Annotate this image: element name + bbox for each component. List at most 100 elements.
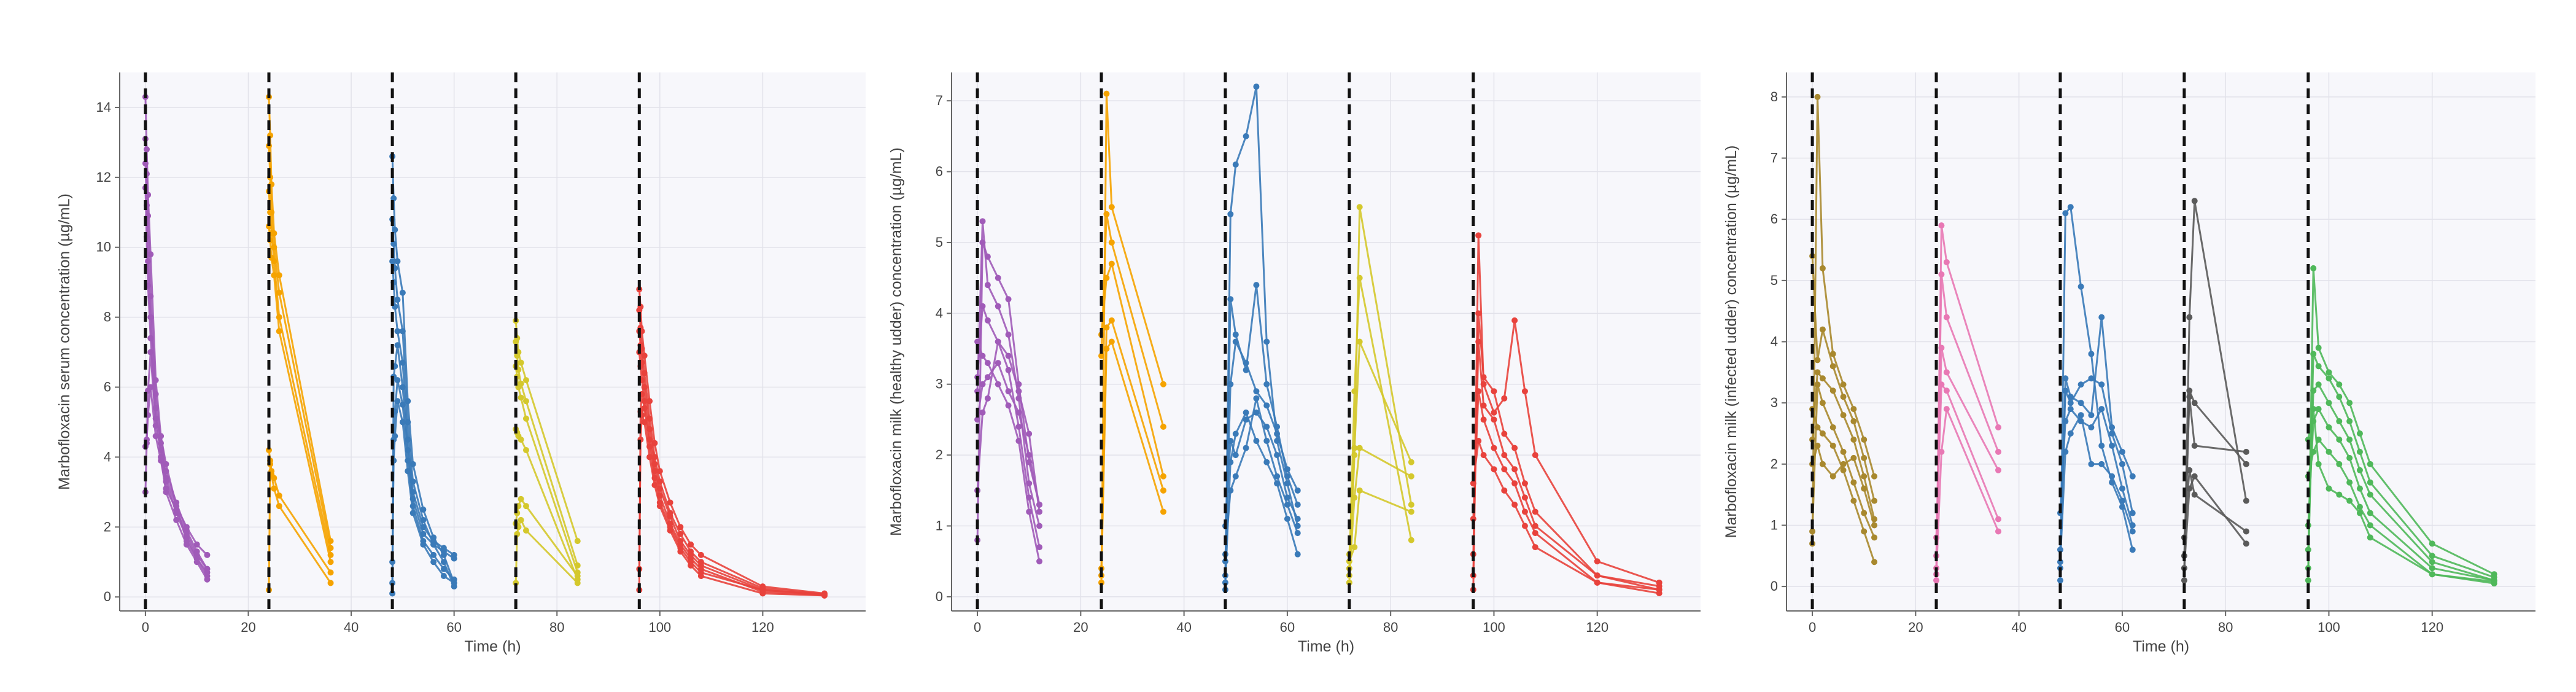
data-point <box>574 573 581 580</box>
data-point <box>399 402 406 408</box>
data-point <box>1938 222 1945 229</box>
data-point <box>409 510 416 516</box>
data-point <box>1501 395 1508 402</box>
series-line <box>1472 440 1659 594</box>
data-point <box>1005 402 1012 409</box>
x-tick-label: 40 <box>1176 620 1191 635</box>
data-point <box>641 419 648 426</box>
data-point <box>276 492 282 499</box>
data-point <box>2356 503 2363 510</box>
data-point <box>1284 466 1290 473</box>
x-tick-label: 0 <box>1809 620 1816 635</box>
data-point <box>399 359 406 366</box>
data-point <box>1036 544 1043 551</box>
data-point <box>1819 375 1826 382</box>
x-tick-label: 120 <box>2421 620 2443 635</box>
data-point <box>2336 394 2343 400</box>
data-point <box>1933 577 1939 584</box>
data-point <box>2062 210 2069 217</box>
data-point <box>1819 400 1826 406</box>
data-point <box>451 555 457 562</box>
series-line <box>2183 475 2247 569</box>
data-point <box>821 592 828 599</box>
data-point <box>2315 381 2322 388</box>
data-point <box>2077 412 2084 419</box>
data-point <box>1015 423 1022 430</box>
x-tick-label: 0 <box>142 620 149 635</box>
series-line <box>1100 93 1165 583</box>
data-point <box>688 541 694 548</box>
data-point <box>1850 497 1857 504</box>
y-tick-label: 5 <box>1771 273 1778 288</box>
data-point <box>2129 528 2136 535</box>
series-line <box>1472 312 1660 591</box>
data-point <box>1521 388 1528 395</box>
series-line <box>1811 255 1876 501</box>
series-line <box>1472 341 1659 588</box>
data-point <box>974 416 981 423</box>
data-point <box>1995 516 2001 523</box>
data-point <box>522 377 529 384</box>
data-point <box>1351 445 1358 451</box>
series-line <box>1935 408 2000 575</box>
data-point <box>1253 438 1260 445</box>
data-point <box>574 580 581 586</box>
data-point <box>2186 467 2193 473</box>
data-point <box>2088 375 2095 382</box>
data-point <box>984 317 991 324</box>
y-tick-label: 6 <box>1771 211 1778 227</box>
data-point <box>2062 387 2069 394</box>
data-point <box>1263 402 1270 409</box>
y-tick-label: 0 <box>936 589 943 604</box>
data-point <box>522 398 529 405</box>
data-point <box>1356 445 1363 451</box>
data-point <box>1840 381 1847 388</box>
data-point <box>2356 467 2363 473</box>
data-point <box>2191 473 2198 480</box>
data-point <box>1026 508 1033 515</box>
data-point <box>1263 459 1270 465</box>
x-tick-label: 100 <box>1483 620 1505 635</box>
data-point <box>392 433 398 440</box>
data-point <box>995 338 1001 345</box>
data-point <box>2310 448 2317 455</box>
x-tick-label: 100 <box>2318 620 2340 635</box>
data-point <box>173 516 180 523</box>
data-point <box>1511 445 1518 451</box>
data-point <box>1532 530 1538 537</box>
y-tick-label: 12 <box>96 169 111 185</box>
data-point <box>1840 467 1847 473</box>
data-point <box>1511 480 1518 487</box>
data-point <box>1829 363 1836 370</box>
y-tick-label: 0 <box>104 589 111 604</box>
data-point <box>2310 387 2317 394</box>
x-tick-label: 120 <box>1586 620 1608 635</box>
x-tick-label: 20 <box>1073 620 1088 635</box>
data-point <box>2109 430 2116 437</box>
data-point <box>1814 424 1821 431</box>
data-point <box>1594 579 1600 586</box>
data-point <box>2315 344 2322 351</box>
data-point <box>688 562 694 569</box>
data-point <box>327 569 334 576</box>
data-point <box>173 503 180 510</box>
data-point <box>2429 553 2435 559</box>
series-line <box>1348 341 1413 554</box>
y-tick-label: 8 <box>104 309 111 325</box>
data-point <box>1819 430 1826 437</box>
data-point <box>1871 473 1878 480</box>
data-point <box>1861 436 1868 443</box>
data-point <box>1108 338 1115 345</box>
data-point <box>399 289 406 296</box>
data-point <box>440 548 447 555</box>
data-point <box>2191 400 2198 406</box>
data-point <box>513 338 519 345</box>
data-point <box>1809 528 1816 535</box>
data-point <box>1108 239 1115 246</box>
data-point <box>2367 491 2373 498</box>
data-point <box>1263 438 1270 445</box>
data-point <box>1840 461 1847 467</box>
data-point <box>1253 388 1260 395</box>
data-point <box>1829 424 1836 431</box>
